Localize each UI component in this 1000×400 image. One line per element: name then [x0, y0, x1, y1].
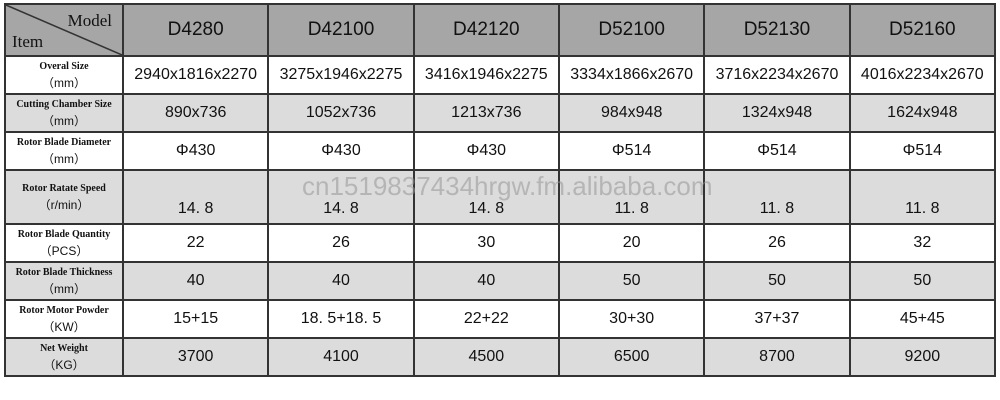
row-unit: （mm） — [42, 282, 86, 296]
table-cell: Φ430 — [267, 131, 415, 171]
table-cell: 30+30 — [557, 299, 706, 339]
row-unit: （PCS） — [39, 244, 89, 258]
table-cell: 45+45 — [848, 299, 997, 339]
table-cell: 32 — [848, 223, 997, 263]
table-cell: Φ514 — [848, 131, 997, 171]
row-label: Overal Size （mm） — [4, 55, 124, 95]
table-cell: 890x736 — [121, 93, 270, 133]
table-cell: Φ430 — [121, 131, 270, 171]
model-header: D52160 — [848, 3, 997, 57]
table-cell: 11. 8 — [703, 169, 851, 225]
table-cell: 20 — [557, 223, 706, 263]
table-cell: 3334x1866x2670 — [557, 55, 706, 95]
table-cell: 40 — [412, 261, 560, 301]
table-cell: 30 — [412, 223, 560, 263]
table-cell: 3275x1946x2275 — [267, 55, 415, 95]
table-cell: 1624x948 — [848, 93, 997, 133]
table-cell: 14. 8 — [121, 169, 270, 225]
table-cell: 18. 5+18. 5 — [267, 299, 415, 339]
row-label: Rotor Blade Thickness （mm） — [4, 261, 124, 301]
model-header: D42100 — [267, 3, 415, 57]
table-row: Rotor Motor Powder （KW） 15+15 18. 5+18. 5 22… — [4, 299, 997, 339]
table-row: Rotor Blade Thickness （mm） 40 40 40 50 50 50 — [4, 261, 997, 301]
table-cell: 14. 8 — [412, 169, 560, 225]
row-label-text: Rotor Blade Thickness — [15, 267, 113, 278]
row-label-text: Rotor Blade Quantity — [17, 229, 111, 240]
table-cell: 3700 — [121, 337, 270, 377]
row-unit: （mm） — [42, 76, 86, 90]
corner-header: Model Item — [4, 3, 124, 57]
table-row: Overal Size （mm） 2940x1816x2270 3275x1946x2… — [4, 55, 997, 95]
table-cell: 50 — [557, 261, 706, 301]
row-label-text: Rotor Motor Powder — [19, 305, 109, 316]
table-cell: 40 — [267, 261, 415, 301]
row-label-text: Rotor Ratate Speed — [22, 183, 106, 194]
table-cell: Φ430 — [412, 131, 560, 171]
model-header: D52130 — [703, 3, 851, 57]
table-cell: 11. 8 — [848, 169, 997, 225]
item-label: Item — [12, 32, 44, 51]
row-unit: （r/min） — [38, 198, 90, 212]
table-row: Rotor Blade Quantity （PCS） 22 26 30 20 26 32 — [4, 223, 997, 263]
table-cell: 40 — [121, 261, 270, 301]
row-label: Rotor Blade Quantity （PCS） — [4, 223, 124, 263]
table-cell: 3416x1946x2275 — [412, 55, 560, 95]
table-cell: 22+22 — [412, 299, 560, 339]
row-label-text: Rotor Blade Diameter — [16, 137, 112, 148]
table-cell: Φ514 — [557, 131, 706, 171]
table-cell: 50 — [703, 261, 851, 301]
table-cell: 4016x2234x2670 — [848, 55, 997, 95]
table-row: Net Weight （KG） 3700 4100 4500 6500 8700 9200 — [4, 337, 997, 377]
row-unit: （KG） — [43, 358, 85, 372]
table-cell: 8700 — [703, 337, 851, 377]
row-unit: （KW） — [42, 320, 86, 334]
table-cell: 11. 8 — [557, 169, 706, 225]
row-label: Rotor Ratate Speed （r/min） — [4, 169, 124, 225]
table-cell: 50 — [848, 261, 997, 301]
row-label: Net Weight （KG） — [4, 337, 124, 377]
table-cell: 2940x1816x2270 — [121, 55, 270, 95]
table-cell: 22 — [121, 223, 270, 263]
table-cell: 26 — [703, 223, 851, 263]
model-header: D52100 — [557, 3, 706, 57]
table-row: Cutting Chamber Size （mm） 890x736 1052x736 1… — [4, 93, 997, 133]
table-cell: 26 — [267, 223, 415, 263]
row-label: Rotor Motor Powder （KW） — [4, 299, 124, 339]
table-cell: 15+15 — [121, 299, 270, 339]
table-cell: 37+37 — [703, 299, 851, 339]
header-row: Model Item D4280 D42100 D42120 D52100 D52130… — [4, 3, 997, 57]
model-header: D42120 — [412, 3, 560, 57]
row-unit: （mm） — [42, 114, 86, 128]
model-header: D4280 — [121, 3, 270, 57]
row-label-text: Net Weight — [40, 343, 88, 354]
row-unit: （mm） — [42, 152, 86, 166]
table-row: Rotor Blade Diameter （mm） Φ430 Φ430 Φ430 Φ514… — [4, 131, 997, 171]
row-label: Cutting Chamber Size （mm） — [4, 93, 124, 133]
table-row: Rotor Ratate Speed （r/min） 14. 8 14. 8 14. 8… — [4, 169, 997, 225]
table-cell: 9200 — [848, 337, 997, 377]
spec-table: Model Item D4280 D42100 D42120 D52100 D52130… — [4, 3, 997, 377]
table-cell: 984x948 — [557, 93, 706, 133]
model-label: Model — [67, 11, 112, 30]
table-cell: 3716x2234x2670 — [703, 55, 851, 95]
row-label: Rotor Blade Diameter （mm） — [4, 131, 124, 171]
table-cell: 4100 — [267, 337, 415, 377]
row-label-text: Cutting Chamber Size — [16, 99, 112, 110]
row-label-text: Overal Size — [39, 61, 89, 72]
diagonal-divider — [6, 5, 122, 55]
table-cell: Φ514 — [703, 131, 851, 171]
table-cell: 1052x736 — [267, 93, 415, 133]
table-cell: 6500 — [557, 337, 706, 377]
table-cell: 1324x948 — [703, 93, 851, 133]
table-cell: 14. 8 — [267, 169, 415, 225]
table-cell: 1213x736 — [412, 93, 560, 133]
table-cell: 4500 — [412, 337, 560, 377]
